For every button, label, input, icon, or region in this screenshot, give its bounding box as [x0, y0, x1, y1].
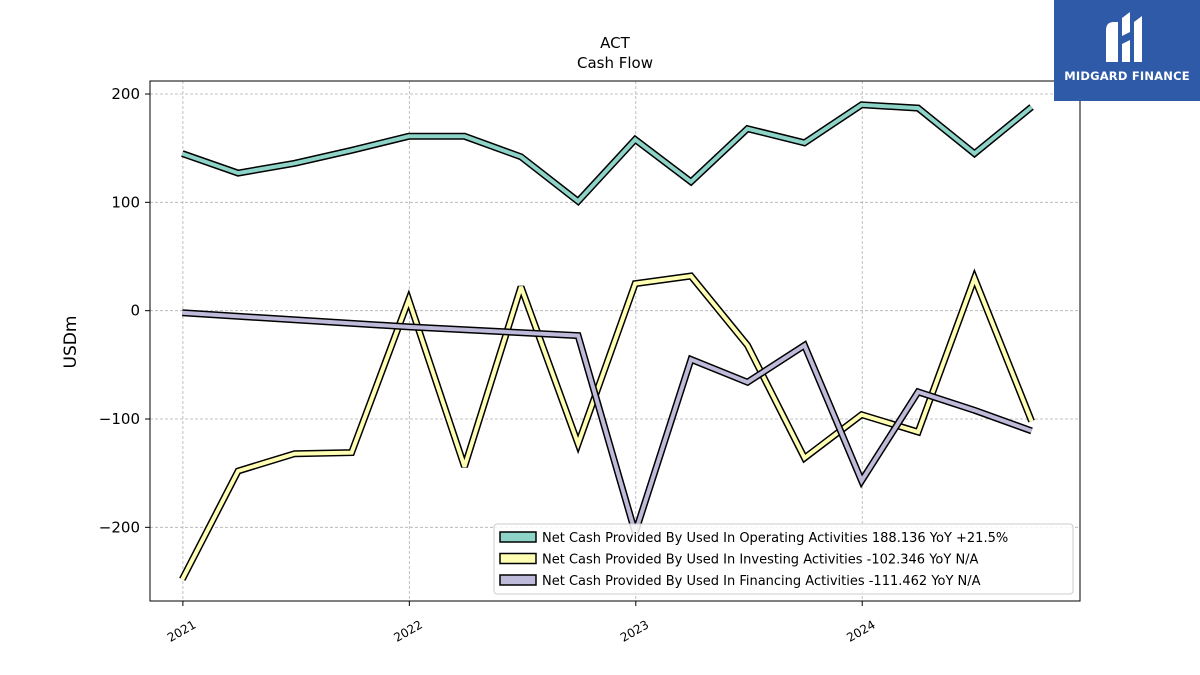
grid — [150, 81, 1080, 601]
y-tick-label: 0 — [130, 302, 140, 320]
legend: Net Cash Provided By Used In Operating A… — [493, 523, 1074, 595]
legend-swatch — [499, 552, 537, 565]
chart-subtitle: Cash Flow — [577, 54, 653, 72]
x-tick-label: 2022 — [391, 617, 424, 644]
legend-box — [493, 523, 1074, 595]
x-tick-label: 2021 — [165, 617, 198, 644]
series-2 — [179, 268, 1035, 581]
series-lines — [179, 101, 1035, 581]
logo-mark-icon — [1106, 12, 1142, 62]
series-line-outline — [181, 101, 1034, 207]
logo-text: MIDGARD FINANCE — [1064, 69, 1190, 83]
x-axis: 2021 2022 2023 2024 — [165, 601, 878, 645]
y-axis-label: USDm — [61, 316, 81, 369]
legend-entry: Net Cash Provided By Used In Operating A… — [542, 531, 1008, 546]
y-tick-label: −100 — [99, 410, 140, 428]
series-1 — [181, 101, 1034, 207]
y-tick-label: 200 — [111, 85, 140, 103]
series-line — [182, 310, 1033, 534]
series-3 — [182, 309, 1033, 534]
legend-entry: Net Cash Provided By Used In Investing A… — [542, 553, 979, 568]
y-tick-label: 100 — [111, 193, 140, 211]
legend-swatch — [499, 531, 537, 543]
y-axis: −200 −100 0 100 200 — [99, 85, 150, 536]
y-tick-label: −200 — [99, 518, 140, 536]
x-tick-label: 2024 — [844, 617, 877, 644]
plot-frame — [149, 80, 1081, 602]
series-line-outline — [182, 309, 1033, 534]
chart-title: ACT — [600, 34, 630, 52]
legend-entry: Net Cash Provided By Used In Financing A… — [542, 574, 981, 589]
logo: MIDGARD FINANCE — [1054, 0, 1200, 101]
series-line — [180, 272, 1034, 581]
series-line — [181, 102, 1033, 205]
legend-swatch — [499, 574, 537, 586]
x-tick-label: 2023 — [618, 617, 651, 644]
